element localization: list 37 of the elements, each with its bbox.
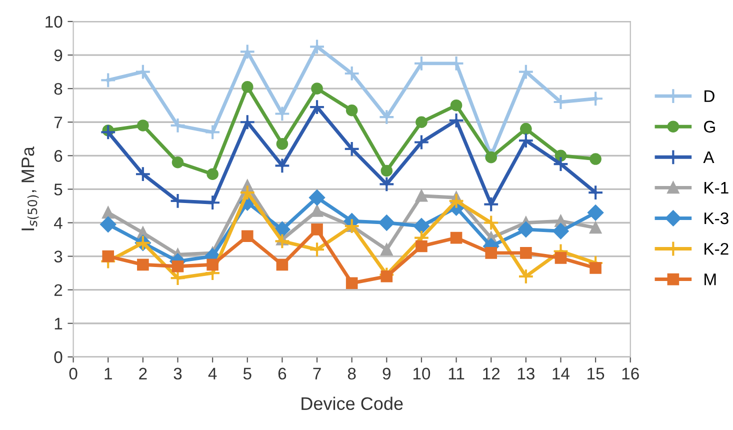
x-axis-title: Device Code [302, 396, 403, 410]
x-tick-label: 2 [139, 368, 147, 380]
x-tick-label: 15 [588, 368, 604, 380]
x-tick-label: 1 [104, 368, 112, 380]
legend-label: K-2 [704, 242, 728, 255]
x-tick-label: 11 [448, 368, 464, 380]
legend-label: K-3 [704, 212, 728, 224]
x-tick-label: 14 [552, 368, 570, 380]
x-tick-label: 16 [622, 368, 639, 380]
legend-label: K-1 [704, 182, 728, 194]
x-tick-label: 4 [208, 368, 217, 380]
y-tick-label: 7 [54, 116, 62, 128]
x-tick-label: 6 [278, 368, 286, 380]
x-tick-label: 9 [382, 368, 391, 380]
x-tick-label: 3 [174, 368, 182, 380]
y-tick-label: 1 [54, 318, 62, 330]
x-tick-label: 13 [518, 368, 534, 380]
y-tick-label: 6 [54, 150, 62, 162]
legend-label: A [703, 152, 714, 163]
legend-label: G [704, 120, 715, 133]
y-tick-label: 2 [54, 284, 62, 296]
y-tick-label: 10 [46, 16, 62, 28]
y-tick-label: 9 [54, 49, 62, 62]
legend-label: M [704, 274, 716, 286]
y-tick-label: 0 [54, 351, 62, 364]
y-tick-label: 5 [54, 184, 62, 196]
y-tick-label: 3 [54, 250, 62, 262]
x-tick-label: 8 [348, 368, 356, 380]
x-tick-label: 10 [413, 368, 430, 380]
y-axis-title: I$_{s(50)}$, MPa [22, 146, 39, 230]
x-tick-label: 7 [313, 368, 321, 380]
x-tick-label: 12 [483, 368, 500, 380]
legend-label: D [704, 90, 714, 102]
x-tick-label: 0 [69, 368, 78, 380]
y-tick-label: 4 [54, 217, 62, 229]
y-tick-label: 8 [54, 82, 62, 95]
x-tick-label: 5 [243, 368, 252, 380]
